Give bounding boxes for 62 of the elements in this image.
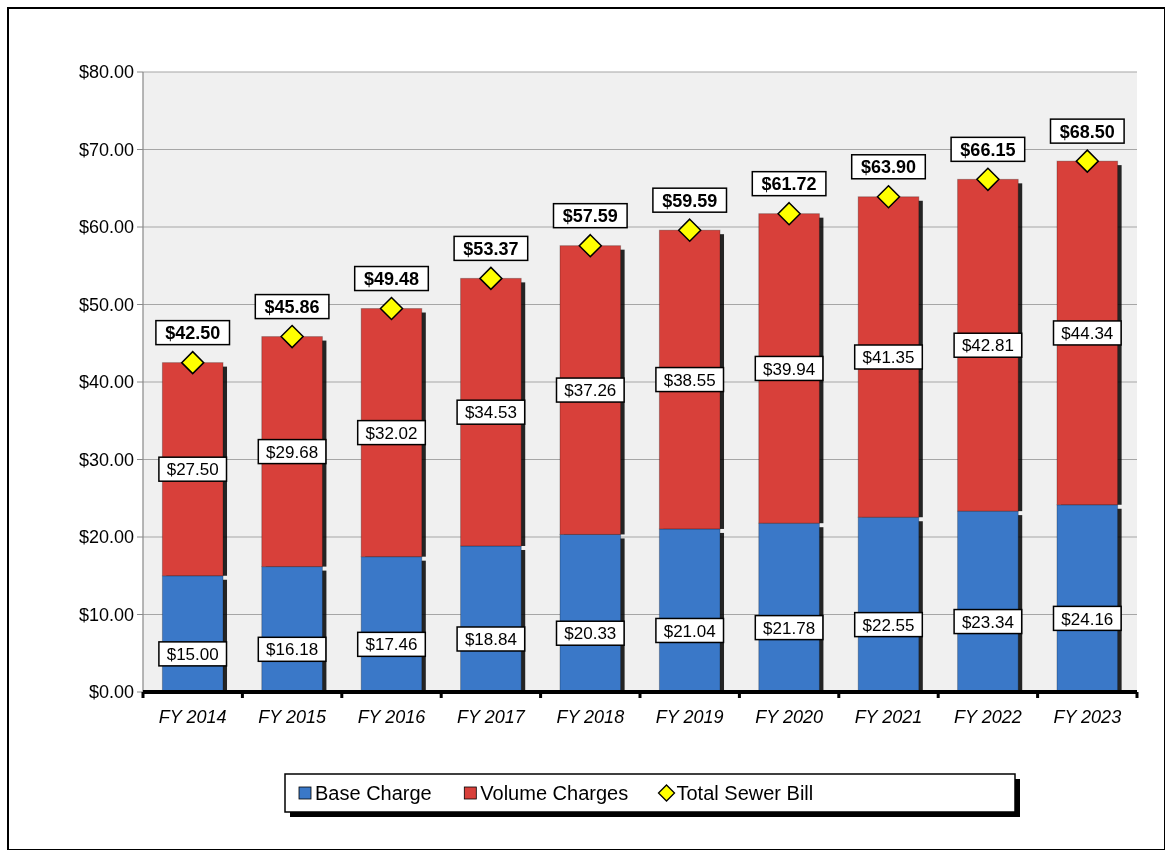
data-label: $34.53: [464, 403, 517, 423]
y-tick-label: $40.00: [78, 372, 134, 392]
x-tick-label: FY 2022: [954, 707, 1022, 727]
data-label: $18.84: [464, 630, 517, 650]
data-label: $23.34: [961, 612, 1014, 632]
data-label: $15.00: [166, 644, 219, 664]
x-tick-label: FY 2015: [258, 707, 327, 727]
y-tick-label: $30.00: [78, 449, 134, 470]
data-label: $20.33: [564, 624, 617, 644]
data-label: $42.81: [961, 336, 1014, 356]
data-label: $17.46: [365, 635, 418, 655]
data-label: $37.26: [564, 381, 617, 401]
legend-label: Total Sewer Bill: [676, 782, 814, 804]
data-label: $27.50: [166, 460, 219, 480]
point: [1075, 149, 1100, 173]
data-label: $29.68: [266, 442, 319, 462]
y-tick-label: $10.00: [78, 604, 134, 625]
data-label: $21.04: [663, 621, 716, 641]
data-label: $61.72: [761, 174, 817, 195]
y-tick-label: $70.00: [78, 139, 134, 160]
data-label: $42.50: [165, 323, 221, 344]
data-label: $66.15: [960, 139, 1016, 160]
data-label: $57.59: [562, 206, 618, 227]
data-label: $32.02: [365, 423, 418, 443]
point: [379, 296, 404, 321]
data-label: $39.94: [763, 359, 816, 379]
point: [976, 167, 1000, 192]
point: [180, 350, 205, 375]
x-tick-label: FY 2020: [755, 707, 823, 727]
x-tick-label: FY 2021: [854, 707, 923, 727]
point: [280, 324, 304, 349]
point: [876, 185, 901, 209]
data-label: $44.34: [1061, 324, 1114, 344]
point: [578, 233, 603, 258]
data-label: $16.18: [266, 640, 319, 660]
data-label: $21.78: [763, 618, 816, 638]
data-label: $38.55: [663, 370, 716, 390]
x-tick-label: FY 2017: [457, 707, 526, 727]
y-tick-label: $0.00: [88, 682, 134, 702]
data-label: $59.59: [662, 190, 718, 211]
x-tick-label: FY 2023: [1053, 707, 1122, 727]
data-label: $49.48: [363, 269, 420, 290]
data-label: $41.35: [862, 348, 915, 368]
point: [777, 201, 801, 226]
data-label: $45.86: [264, 297, 320, 318]
data-label: $22.55: [862, 615, 915, 635]
y-tick-label: $20.00: [78, 527, 134, 547]
legend-label: Volume Charges: [480, 782, 629, 804]
y-tick-label: $50.00: [78, 294, 134, 315]
legend-label: Base Charge: [315, 782, 432, 804]
x-tick-label: FY 2018: [556, 707, 625, 727]
x-tick-label: FY 2019: [655, 707, 724, 727]
point: [677, 218, 702, 242]
data-label: $68.50: [1059, 121, 1115, 142]
data-label: $63.90: [860, 157, 917, 178]
y-tick-label: $80.00: [78, 62, 134, 82]
data-label: $53.37: [463, 238, 519, 259]
point: [479, 266, 503, 291]
x-tick-label: FY 2016: [357, 707, 427, 727]
x-tick-label: FY 2014: [158, 707, 227, 727]
data-label: $24.16: [1061, 609, 1114, 629]
y-tick-label: $60.00: [78, 217, 134, 237]
